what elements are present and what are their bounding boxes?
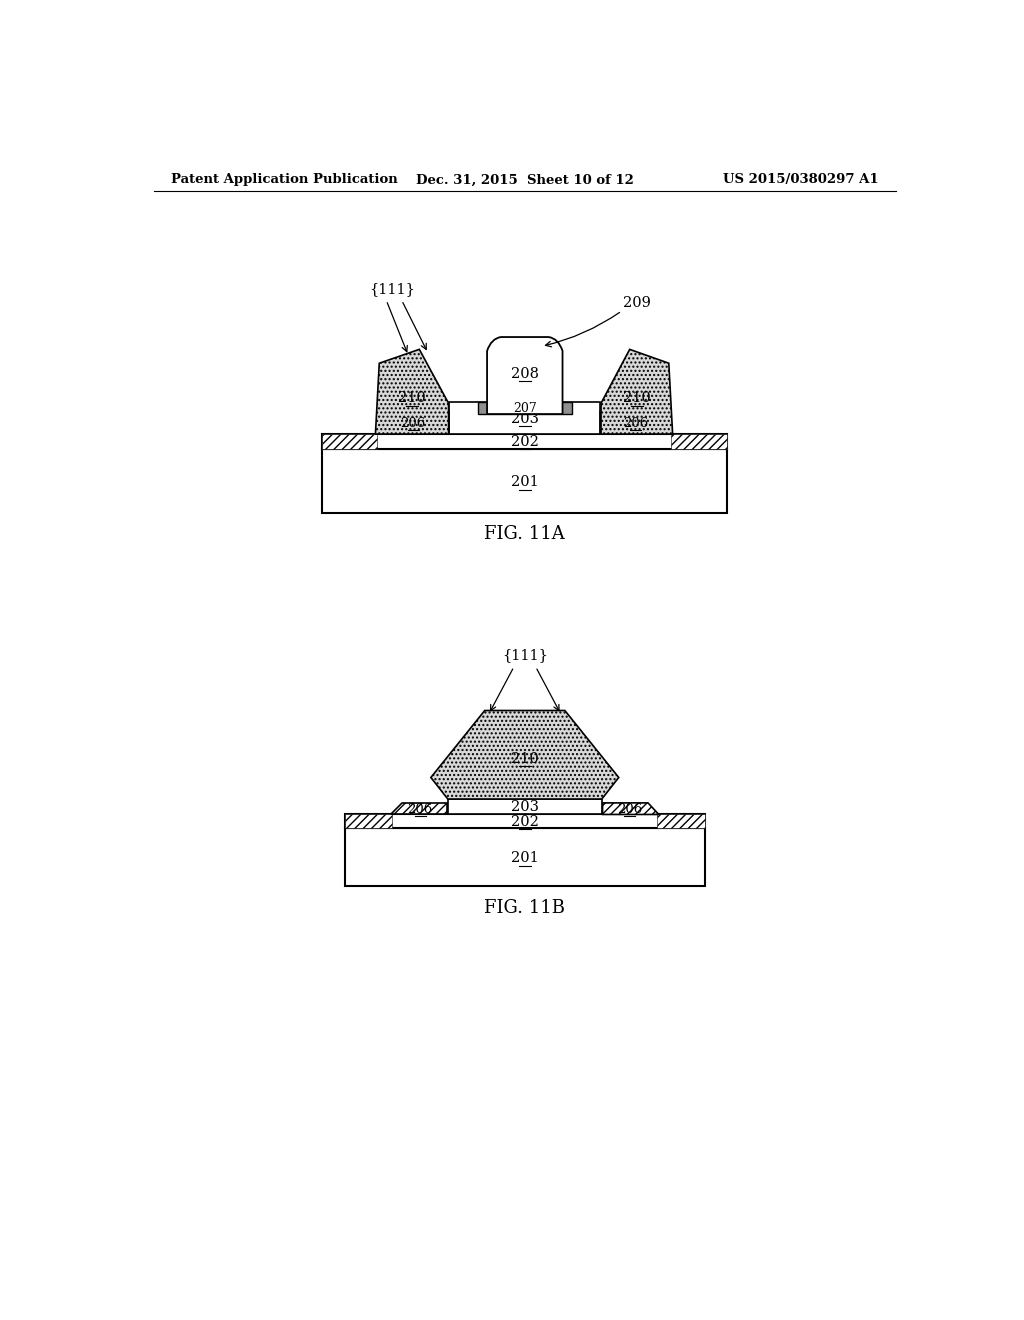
Bar <box>345 814 705 829</box>
Polygon shape <box>377 412 450 434</box>
Text: 201: 201 <box>511 475 539 490</box>
Text: 210: 210 <box>511 752 539 766</box>
Bar <box>322 450 727 512</box>
Text: US 2015/0380297 A1: US 2015/0380297 A1 <box>723 173 879 186</box>
Bar <box>478 401 571 414</box>
Bar <box>345 829 705 886</box>
Bar <box>657 814 705 829</box>
Text: {111}: {111} <box>502 648 548 663</box>
Bar <box>450 401 600 434</box>
Text: 206: 206 <box>400 417 426 430</box>
Polygon shape <box>391 803 447 814</box>
Text: 208: 208 <box>511 367 539 381</box>
Polygon shape <box>600 412 671 434</box>
Text: 201: 201 <box>511 851 539 866</box>
Polygon shape <box>602 803 658 814</box>
Bar <box>447 799 602 814</box>
Text: 209: 209 <box>624 296 651 310</box>
Text: 203: 203 <box>511 800 539 814</box>
Text: 202: 202 <box>511 814 539 829</box>
Polygon shape <box>376 350 449 434</box>
Text: 210: 210 <box>398 392 426 405</box>
Text: 203: 203 <box>511 412 539 425</box>
Text: 202: 202 <box>511 436 539 449</box>
Text: Patent Application Publication: Patent Application Publication <box>171 173 397 186</box>
Bar <box>671 434 727 449</box>
Text: 206: 206 <box>616 803 642 816</box>
Bar <box>322 434 377 449</box>
Bar <box>345 814 392 829</box>
Text: {111}: {111} <box>370 282 416 296</box>
Text: Dec. 31, 2015  Sheet 10 of 12: Dec. 31, 2015 Sheet 10 of 12 <box>416 173 634 186</box>
Text: FIG. 11B: FIG. 11B <box>484 899 565 916</box>
PathPatch shape <box>487 337 562 414</box>
Text: 206: 206 <box>408 803 433 816</box>
Polygon shape <box>431 710 618 799</box>
Bar <box>322 434 727 449</box>
Text: 207: 207 <box>513 401 537 414</box>
Text: 210: 210 <box>623 392 650 405</box>
Text: FIG. 11A: FIG. 11A <box>484 525 565 543</box>
Text: 206: 206 <box>623 417 648 430</box>
Polygon shape <box>601 350 673 434</box>
